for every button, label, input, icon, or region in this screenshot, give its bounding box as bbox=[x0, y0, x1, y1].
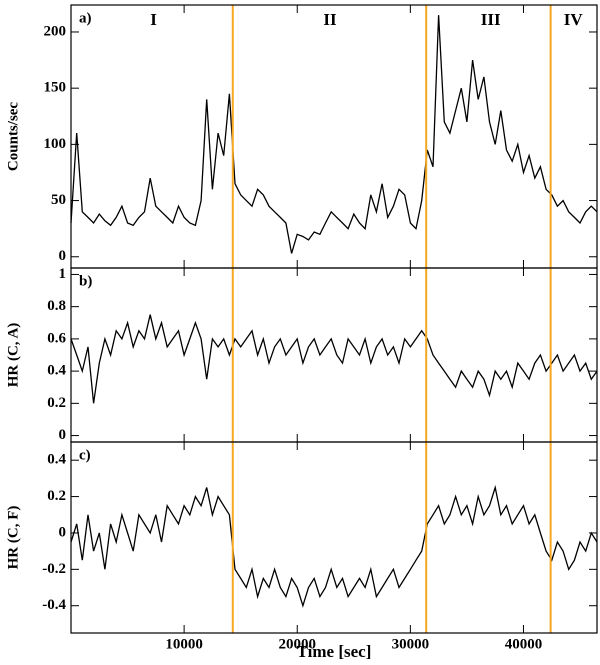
panel-label: b) bbox=[79, 273, 92, 289]
panel-frame bbox=[70, 267, 598, 443]
y-tick-label: 0 bbox=[59, 248, 67, 264]
panel-frame bbox=[70, 4, 598, 269]
y-tick-label: -0.4 bbox=[42, 597, 66, 613]
y-tick-label: 0.2 bbox=[47, 488, 66, 504]
y-tick-label: 0 bbox=[59, 524, 67, 540]
phase-label: II bbox=[323, 10, 337, 29]
y-axis-label: Counts/sec bbox=[5, 102, 21, 172]
panel-label: a) bbox=[79, 10, 92, 26]
panel-label: c) bbox=[79, 447, 91, 463]
panel-frame bbox=[70, 441, 598, 634]
y-tick-label: -0.2 bbox=[42, 561, 66, 577]
y-tick-label: 0 bbox=[59, 427, 67, 443]
y-axis-label: HR (C, F) bbox=[5, 506, 21, 570]
x-axis-label: Time [sec] bbox=[297, 642, 372, 661]
y-tick-label: 1 bbox=[59, 266, 67, 282]
y-tick-label: 100 bbox=[44, 136, 67, 152]
phase-label: I bbox=[150, 10, 157, 29]
x-tick-label: 30000 bbox=[392, 636, 430, 652]
phase-label: IV bbox=[564, 10, 584, 29]
y-tick-label: 0.4 bbox=[47, 363, 66, 379]
phase-label: III bbox=[481, 10, 501, 29]
y-tick-label: 50 bbox=[51, 192, 66, 208]
y-tick-label: 0.4 bbox=[47, 452, 66, 468]
y-tick-label: 0.2 bbox=[47, 395, 66, 411]
x-tick-label: 20000 bbox=[278, 636, 316, 652]
y-tick-label: 200 bbox=[44, 23, 67, 39]
data-line bbox=[70, 314, 598, 404]
y-tick-label: 150 bbox=[44, 80, 67, 96]
data-line bbox=[70, 484, 598, 608]
y-tick-label: 0.8 bbox=[47, 298, 66, 314]
x-tick-label: 10000 bbox=[165, 636, 203, 652]
y-tick-label: 0.6 bbox=[47, 330, 66, 346]
data-line bbox=[70, 15, 598, 254]
x-tick-label: 40000 bbox=[505, 636, 543, 652]
y-axis-label: HR (C, A) bbox=[5, 323, 21, 388]
